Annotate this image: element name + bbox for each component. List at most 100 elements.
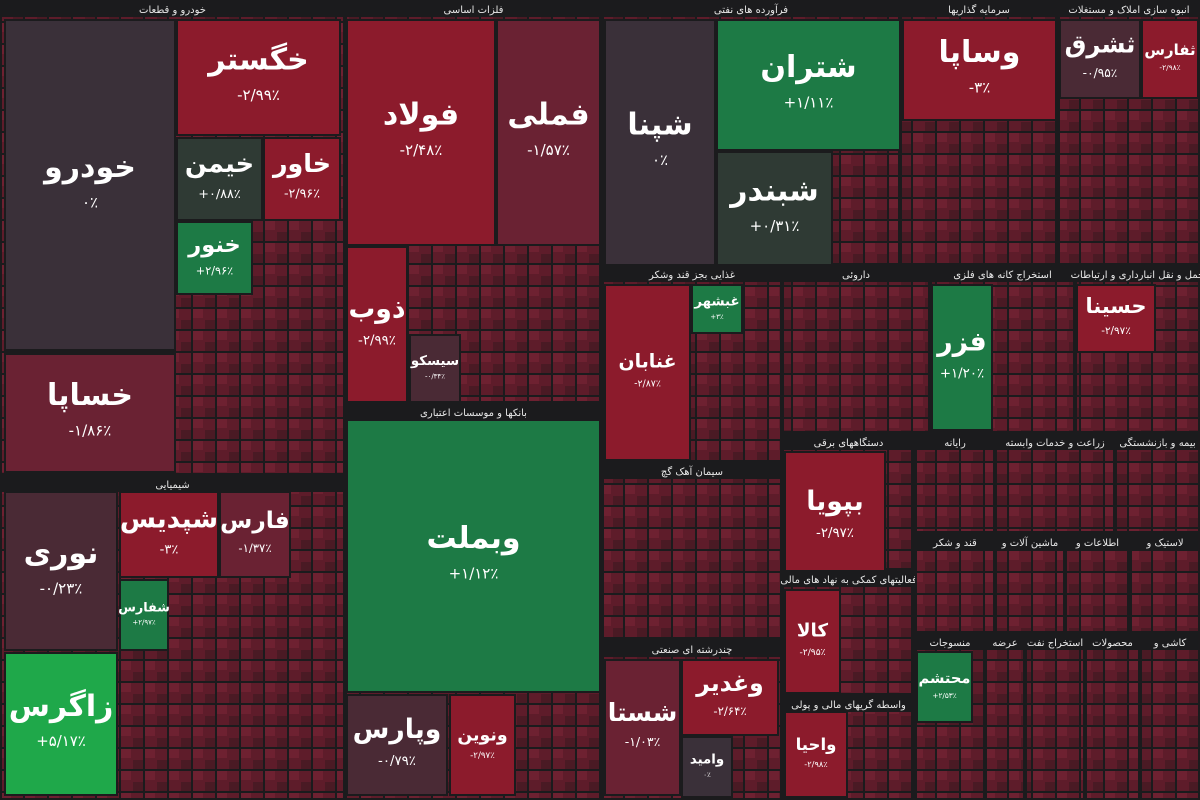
tile [346,19,496,246]
tile [4,353,176,473]
tile-change: +۲/۹۷٪ [132,619,156,627]
sector-title: فرآورده های نفتی [714,3,788,16]
tile-name: فملی [507,98,589,133]
tile-change: -۱/۳۷٪ [238,541,271,555]
tile [691,284,743,334]
sector-header [916,634,984,650]
tile-name: حسینا [1086,294,1147,318]
tile [604,19,716,266]
tile-name: ثفارس [1144,41,1195,59]
tile [931,284,993,431]
tile-change: -۰/۹۵٪ [1083,66,1118,80]
tile-name: واحیا [796,735,837,755]
sector-title: انبوه سازی املاک و مستغلات [1068,5,1189,16]
tile-change: +۰/۸۸٪ [198,187,241,202]
sector-bg [782,265,930,433]
tile-name: خنور [187,232,240,258]
tile-change: -۲/۹۶٪ [284,186,320,201]
tile-change: +۳٪ [710,313,724,321]
tile-change: +۱/۲۰٪ [940,367,984,382]
sector-header [1131,534,1199,550]
sector-header [603,266,781,282]
tile-change: -۲/۶۴٪ [713,704,746,718]
tile-name: خیمن [185,149,254,179]
tile-change: -۰/۷۹٪ [378,754,416,769]
sector-title: سیمان آهک گچ [661,465,723,478]
tile [4,491,118,651]
tile-name: محتشم [918,670,970,687]
sector-header [603,1,899,17]
sector-header [986,634,1024,650]
tile-name: بپویا [806,486,864,517]
tile-name: شتران [760,50,856,85]
sector-header [1026,634,1084,650]
sector-title: زراعت و خدمات وابسته [1005,438,1105,449]
tile-name: شفارس [118,600,170,615]
tile-name: نوری [24,536,99,571]
tile [176,137,263,221]
tile [902,19,1057,121]
tile-change: +۲/۵۳٪ [932,691,956,700]
tile-change: -۲/۹۷٪ [1101,325,1131,337]
tile-name: فولاد [383,98,459,133]
sector-header [1086,634,1139,650]
sector-title: استخراج کانه های فلزی [953,270,1051,281]
sector-header [1066,534,1129,550]
tile [681,736,733,798]
sector-header [603,463,781,479]
sector-bg [1025,633,1085,800]
tile [784,711,848,798]
tile-change: +۱/۱۲٪ [449,565,499,583]
sector-header [1059,1,1199,17]
sector-title: کاشی و [1153,638,1187,649]
sector-header [916,534,994,550]
sector-title: حمل و نقل انبارداری و ارتباطات [1071,270,1200,281]
tile [716,151,833,266]
sector-title: چندرشته ای صنعتی [652,645,733,656]
tile-change: -۱/۰۳٪ [625,734,661,749]
sector-header [783,571,914,587]
tile [716,19,901,151]
tile [1059,19,1141,99]
sector-header [783,434,914,450]
tile-name: فارس [220,506,290,534]
tile-name: شپنا [627,108,692,143]
sector-bg [1085,633,1140,800]
tile-name: شبندر [728,174,819,209]
sector-header [931,266,1074,282]
tile [176,221,253,295]
sector-title: رایانه [944,438,966,449]
tile [119,491,219,578]
tile [219,491,291,578]
tile [346,246,408,403]
tile-name: وبملت [426,521,520,556]
tile-change: -۱/۸۶٪ [69,422,112,440]
tile-name: فزر [935,326,986,357]
sector-header [916,434,994,450]
tile-name: خگستر [206,42,309,78]
tile-name: وامید [690,753,724,768]
sector-header [996,434,1114,450]
sector-title: خودرو و قطعات [139,5,206,16]
tile [176,19,341,136]
tile-name: خساپا [47,378,133,413]
tile-change: -۲/۹۸٪ [804,759,827,769]
sector-header [783,696,914,712]
tile [784,589,841,694]
tile-change: -۳٪ [969,79,991,97]
sector-header [1,1,344,17]
sector-bg [985,633,1025,800]
sector-bg [1130,533,1200,633]
tile-name: زاگرس [9,688,114,724]
tile [4,19,176,351]
sector-header [783,266,929,282]
sector-title: اطلاعات و [1075,538,1119,549]
tile-change: -۳٪ [160,543,179,558]
sector-title: بانکها و موسسات اعتباری [420,408,527,419]
sector-title: غذایی بجز قند وشکر [648,270,735,281]
sector-title: فلزات اساسی [444,5,504,16]
sector-title: دستگاههای برقی [814,437,884,449]
tile [449,694,516,796]
tile-name: ونوین [457,725,507,745]
